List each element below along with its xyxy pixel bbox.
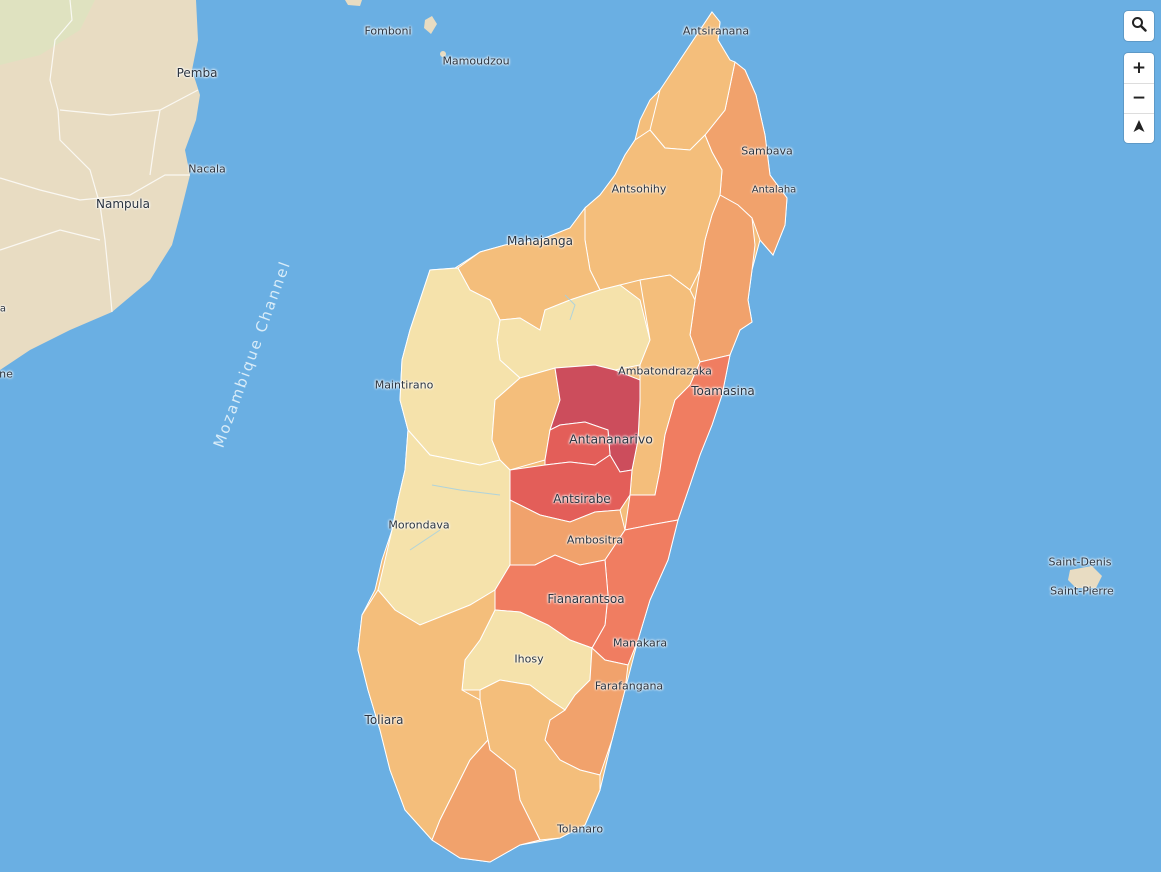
place-label-antsiranana[interactable]: Antsiranana (682, 24, 750, 38)
separator (1124, 113, 1154, 114)
place-label-antsohihy[interactable]: Antsohihy (611, 182, 667, 196)
separator (1124, 83, 1154, 84)
zoom-out-button[interactable]: − (1131, 88, 1147, 108)
place-label-farafangana[interactable]: Farafangana (594, 679, 664, 693)
place-label-morondava[interactable]: Morondava (388, 518, 450, 532)
place-label-tolanaro[interactable]: Tolanaro (556, 822, 604, 836)
place-label-antsirabe[interactable]: Antsirabe (553, 492, 611, 506)
place-label-toliara[interactable]: Toliara (364, 713, 404, 727)
mainland-mozambique (0, 0, 200, 370)
place-label-ihosy[interactable]: Ihosy (514, 652, 544, 666)
islands-comoros (345, 0, 1102, 588)
place-label-sambava[interactable]: Sambava (741, 144, 793, 158)
compass-icon (1132, 118, 1146, 138)
place-label-saint-denis[interactable]: Saint-Denis (1048, 555, 1112, 569)
place-label-edge-left-1[interactable]: a (0, 303, 7, 315)
rivers (409, 294, 576, 551)
zoom-in-button[interactable]: + (1131, 58, 1147, 78)
place-label-toamasina[interactable]: Toamasina (691, 384, 755, 398)
place-label-antananarivo[interactable]: Antananarivo (569, 431, 653, 447)
search-icon (1131, 16, 1147, 37)
regions (357, 11, 788, 863)
place-label-manakara[interactable]: Manakara (612, 636, 668, 650)
region-androy[interactable] (431, 738, 541, 863)
place-label-maintirano[interactable]: Maintirano (374, 378, 434, 392)
place-label-ambatondrazaka[interactable]: Ambatondrazaka (618, 364, 712, 378)
place-label-fomboni[interactable]: Fomboni (364, 24, 412, 38)
place-label-nacala[interactable]: Nacala (188, 162, 226, 176)
place-label-fianarantsoa[interactable]: Fianarantsoa (547, 592, 625, 606)
place-label-mahajanga[interactable]: Mahajanga (507, 234, 573, 248)
province-borders-africa (0, 0, 199, 313)
compass-button[interactable] (1124, 113, 1154, 143)
place-label-antalaha[interactable]: Antalaha (751, 184, 797, 196)
zoom-control-group: + − (1124, 53, 1154, 143)
place-label-edge-left-2[interactable]: ne (0, 367, 13, 381)
place-label-nampula[interactable]: Nampula (96, 197, 150, 211)
place-label-saint-pierre[interactable]: Saint-Pierre (1050, 584, 1114, 598)
place-label-pemba[interactable]: Pemba (176, 66, 218, 80)
search-button[interactable] (1124, 11, 1154, 41)
place-label-mamoudzou[interactable]: Mamoudzou (442, 54, 510, 68)
place-label-ambositra[interactable]: Ambositra (566, 533, 624, 547)
